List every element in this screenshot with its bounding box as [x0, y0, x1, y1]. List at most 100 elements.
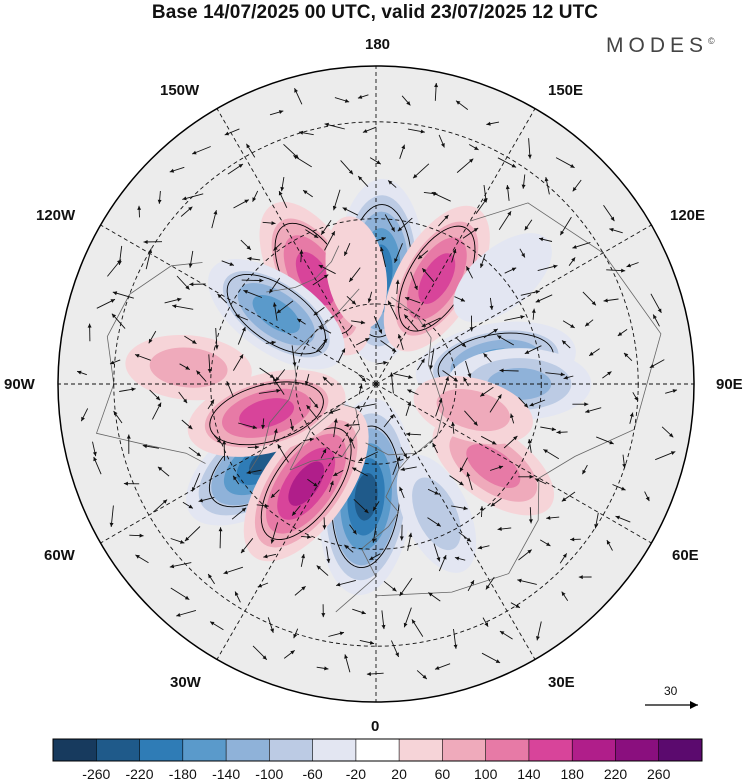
wind-arrow-head: [214, 345, 219, 350]
wind-arrow-head: [360, 320, 366, 325]
wind-arrow-head: [148, 248, 153, 254]
wind-arrow-head: [395, 652, 399, 657]
wind-arrow: [247, 256, 261, 261]
wind-arrow-head: [188, 504, 193, 509]
wind-arrow-head: [483, 198, 487, 203]
wind-arrow: [191, 146, 211, 155]
wind-arrow: [273, 428, 278, 442]
wind-arrow: [112, 291, 134, 299]
wind-arrow: [240, 239, 252, 251]
wind-arrow: [305, 229, 319, 239]
wind-arrow: [324, 230, 336, 251]
wind-arrow-head: [361, 377, 366, 382]
coastline-2: [289, 403, 361, 471]
wind-arrow: [489, 297, 494, 310]
wind-arrow: [563, 375, 574, 380]
wind-arrow-head: [467, 373, 472, 378]
wind-arrow-head: [562, 553, 567, 558]
wind-arrow: [497, 526, 512, 531]
colorbar-label: -180: [168, 766, 197, 782]
wind-arrow: [344, 654, 351, 673]
wind-arrow-head: [321, 613, 326, 618]
colorbar: [52, 738, 703, 762]
wind-arrow: [298, 130, 314, 136]
wind-arrow-head: [218, 527, 223, 532]
wind-arrow-head: [529, 402, 534, 407]
wind-arrow: [283, 650, 295, 659]
wind-arrow-head: [629, 412, 634, 417]
wind-arrow: [603, 204, 615, 222]
wind-arrow: [222, 440, 227, 461]
wind-arrow: [182, 193, 204, 201]
wind-arrow-head: [399, 486, 403, 492]
wind-arrow-head: [603, 298, 608, 303]
wind-arrow: [578, 575, 592, 580]
wind-arrow: [223, 566, 244, 575]
wind-arrow-head: [453, 377, 458, 382]
wind-arrow-head: [414, 285, 418, 290]
wind-arrow-head: [263, 554, 268, 559]
colorbar-swatch-8: [399, 739, 443, 761]
wind-arrow-head: [396, 456, 401, 461]
wind-arrow-head: [241, 507, 247, 512]
wind-arrow-head: [348, 170, 353, 175]
meridian-label-150e: 150E: [548, 82, 584, 99]
wind-arrow: [389, 372, 394, 394]
wind-arrow-head: [456, 100, 461, 105]
colorbar-swatch-1: [96, 739, 140, 761]
wind-arrow-head: [242, 326, 246, 332]
wind-arrow-head: [246, 245, 251, 250]
brand-logo: MODES©: [606, 34, 715, 58]
wind-arrow: [410, 271, 418, 291]
wind-arrow-head: [445, 376, 450, 381]
wind-arrow-head: [563, 375, 568, 380]
wind-arrow-head: [511, 267, 517, 272]
wind-arrow-head: [401, 144, 406, 150]
wind-arrow-head: [139, 533, 144, 538]
wind-arrow-head: [572, 245, 577, 249]
wind-arrow-head: [223, 570, 228, 575]
wind-arrow: [340, 160, 354, 175]
reference-arrow-head: [690, 701, 698, 709]
wind-arrow: [519, 248, 526, 258]
wind-arrow-head: [316, 565, 321, 570]
wind-arrow: [145, 248, 153, 270]
wind-arrow: [379, 246, 387, 268]
wind-arrow-head: [420, 129, 425, 134]
wind-arrow-head: [520, 315, 525, 319]
wind-arrow: [400, 446, 408, 459]
wind-arrow-head: [344, 544, 349, 549]
wind-arrow-head: [507, 211, 512, 216]
wind-vectors: [76, 82, 678, 680]
wind-arrow: [376, 237, 386, 242]
wind-arrow: [351, 320, 366, 325]
wind-arrow: [510, 602, 521, 609]
wind-arrow: [539, 539, 551, 547]
wind-arrow-head: [373, 506, 377, 511]
wind-arrow: [594, 512, 599, 529]
meridian-label-30e: 30E: [548, 674, 575, 691]
wind-arrow-head: [624, 352, 629, 358]
wind-arrow: [504, 267, 517, 274]
wind-arrow-head: [626, 263, 631, 268]
wind-arrow-head: [273, 377, 277, 382]
wind-arrow-head: [669, 433, 674, 438]
colorbar-swatch-9: [442, 739, 486, 761]
wind-arrow: [629, 412, 634, 424]
wind-arrow: [544, 177, 550, 195]
wind-arrow-head: [112, 291, 118, 296]
wind-arrow: [280, 177, 285, 192]
wind-arrow-head: [208, 574, 212, 579]
wind-arrow: [299, 249, 304, 263]
wind-arrow-head: [188, 206, 193, 211]
wind-arrow-head: [298, 130, 304, 135]
wind-arrow-head: [369, 556, 374, 560]
wind-arrow-head: [480, 392, 485, 397]
wind-arrow-head: [527, 439, 532, 444]
wind-arrow: [207, 399, 215, 410]
wind-arrow: [232, 475, 240, 485]
colorbar-frame: [52, 738, 703, 762]
wind-arrow: [429, 348, 435, 370]
wind-arrow: [269, 110, 284, 116]
wind-arrow-head: [142, 444, 148, 449]
